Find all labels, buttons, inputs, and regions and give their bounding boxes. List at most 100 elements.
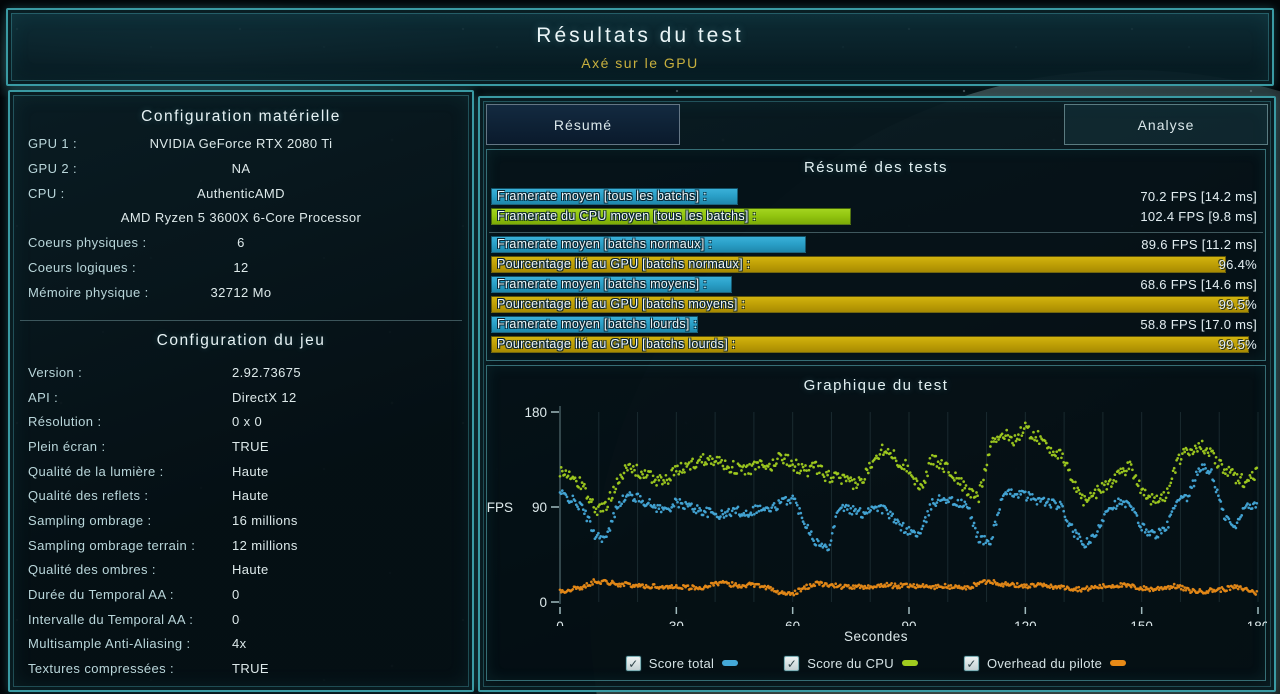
- summary-bar-value: 70.2 FPS [14.2 ms]: [1140, 189, 1257, 204]
- config-row: Qualité des ombres : Haute: [10, 557, 472, 582]
- legend-item: ✓ Overhead du pilote: [963, 655, 1127, 671]
- legend-label: Score du CPU: [807, 655, 894, 671]
- config-row: Mémoire physique : 32712 Mo: [10, 280, 472, 305]
- config-value: 0 x 0: [232, 414, 263, 429]
- summary-bar: [491, 316, 698, 333]
- svg-text:0: 0: [556, 619, 564, 626]
- legend-checkbox[interactable]: ✓: [784, 655, 800, 671]
- config-value: 32712 Mo: [210, 285, 272, 300]
- summary-bar: [491, 296, 1249, 313]
- config-value: 4x: [232, 636, 247, 651]
- summary-row: Pourcentage lié au GPU [batchs normaux] …: [487, 256, 1265, 273]
- tab-analyse[interactable]: Analyse: [1064, 104, 1268, 145]
- config-value: DirectX 12: [232, 390, 297, 405]
- summary-bar-label: Framerate moyen [batchs moyens] :: [497, 277, 707, 291]
- config-row: Coeurs physiques : 6: [10, 230, 472, 255]
- hardware-config-title: Configuration matérielle: [141, 108, 341, 125]
- legend-item: ✓ Score du CPU: [784, 655, 918, 671]
- config-row: Qualité des reflets : Haute: [10, 483, 472, 508]
- svg-text:60: 60: [785, 619, 800, 626]
- config-label: Multisample Anti-Aliasing :: [28, 636, 191, 651]
- summary-row: Framerate moyen [batchs moyens] : 68.6 FP…: [487, 276, 1265, 293]
- summary-bar-value: 102.4 FPS [9.8 ms]: [1140, 209, 1257, 224]
- summary-bar: [491, 188, 738, 205]
- svg-text:0: 0: [539, 595, 547, 610]
- config-row: GPU 1 : NVIDIA GeForce RTX 2080 Ti: [10, 131, 472, 156]
- legend-swatch: [722, 660, 739, 666]
- config-row: Plein écran : TRUE: [10, 434, 472, 459]
- config-row: GPU 2 : NA: [10, 156, 472, 181]
- summary-bar-value: 99.5%: [1218, 337, 1257, 352]
- config-label: GPU 2 :: [28, 161, 78, 176]
- legend-label: Overhead du pilote: [986, 655, 1103, 671]
- summary-bar-label: Pourcentage lié au GPU [batchs moyens] :: [497, 297, 746, 311]
- svg-text:30: 30: [669, 619, 684, 626]
- legend-label: Score total: [648, 655, 715, 671]
- legend-swatch: [1110, 660, 1127, 666]
- config-row: Qualité de la lumière : Haute: [10, 459, 472, 484]
- config-row: Intervalle du Temporal AA : 0: [10, 607, 472, 632]
- page-subtitle: Axé sur le GPU: [581, 55, 699, 71]
- svg-text:90: 90: [532, 500, 547, 515]
- summary-separator: [489, 232, 1263, 233]
- config-value: Haute: [232, 488, 269, 503]
- config-value: NVIDIA GeForce RTX 2080 Ti: [149, 136, 333, 151]
- config-value: 12 millions: [232, 538, 298, 553]
- config-value: 2.92.73675: [232, 365, 302, 380]
- summary-bar: [491, 256, 1226, 273]
- config-label: Plein écran :: [28, 439, 106, 454]
- legend-item: ✓ Score total: [625, 655, 739, 671]
- summary-row: Framerate du CPU moyen [tous les batchs]…: [487, 208, 1265, 225]
- graph-legend: ✓ Score total ✓ Score du CPU ✓ Overhead du pi…: [487, 653, 1265, 673]
- summary-bar-value: 58.8 FPS [17.0 ms]: [1140, 317, 1257, 332]
- summary-row: Framerate moyen [tous les batchs] : 70.2 …: [487, 188, 1265, 205]
- summary-bar: [491, 208, 851, 225]
- config-row: AMD Ryzen 5 3600X 6-Core Processor: [10, 205, 472, 230]
- config-row: Multisample Anti-Aliasing : 4x: [10, 631, 472, 656]
- config-row: API : DirectX 12: [10, 385, 472, 410]
- fps-scatter-plot: 0 90 FPS 180 0 30 60 90 120 150 180: [487, 405, 1267, 626]
- summary-bar-label: Framerate moyen [tous les batchs] :: [497, 189, 707, 203]
- config-row: Durée du Temporal AA : 0: [10, 582, 472, 607]
- legend-swatch: [901, 660, 918, 666]
- config-label: Mémoire physique :: [28, 285, 149, 300]
- config-value: 6: [237, 235, 245, 250]
- config-row: Résolution : 0 x 0: [10, 409, 472, 434]
- config-value: 12: [233, 260, 249, 275]
- config-value: TRUE: [232, 439, 269, 454]
- svg-text:120: 120: [1014, 619, 1037, 626]
- config-label: Textures compressées :: [28, 661, 175, 676]
- summary-bar-value: 99.5%: [1218, 297, 1257, 312]
- svg-text:150: 150: [1130, 619, 1153, 626]
- title-banner: Résultats du test Axé sur le GPU: [6, 8, 1274, 86]
- config-label: API :: [28, 390, 59, 405]
- config-value: 0: [232, 587, 240, 602]
- svg-text:90: 90: [901, 619, 916, 626]
- config-value: AMD Ryzen 5 3600X 6-Core Processor: [120, 210, 362, 225]
- x-axis-label: Secondes: [843, 629, 909, 644]
- legend-checkbox[interactable]: ✓: [963, 655, 979, 671]
- page-title: Résultats du test: [536, 24, 744, 47]
- config-row: CPU : AuthenticAMD: [10, 181, 472, 206]
- config-label: Sampling ombrage :: [28, 513, 152, 528]
- summary-bar: [491, 276, 732, 293]
- summary-bar-value: 89.6 FPS [11.2 ms]: [1141, 237, 1257, 252]
- config-label: CPU :: [28, 186, 65, 201]
- svg-text:FPS: FPS: [487, 500, 513, 515]
- config-row: Coeurs logiques : 12: [10, 255, 472, 280]
- config-label: Sampling ombrage terrain :: [28, 538, 196, 553]
- legend-checkbox[interactable]: ✓: [625, 655, 641, 671]
- config-label: Qualité des reflets :: [28, 488, 149, 503]
- config-value: Haute: [232, 562, 269, 577]
- test-graph-box: Graphique du test 0 90 FPS 180 0 30 60 90 120 150…: [486, 365, 1267, 681]
- tab-resume[interactable]: Résumé: [486, 104, 680, 145]
- config-value: 0: [232, 612, 240, 627]
- summary-bar-label: Framerate moyen [batchs normaux] :: [497, 237, 713, 251]
- summary-row: Framerate moyen [batchs normaux] : 89.6 F…: [487, 236, 1265, 253]
- svg-text:180: 180: [1247, 619, 1267, 626]
- config-value: Haute: [232, 464, 269, 479]
- summary-row: Framerate moyen [batchs lourds] : 58.8 FP…: [487, 316, 1265, 333]
- config-value: 16 millions: [232, 513, 298, 528]
- summary-bar-value: 96.4%: [1218, 257, 1257, 272]
- config-value: NA: [231, 161, 251, 176]
